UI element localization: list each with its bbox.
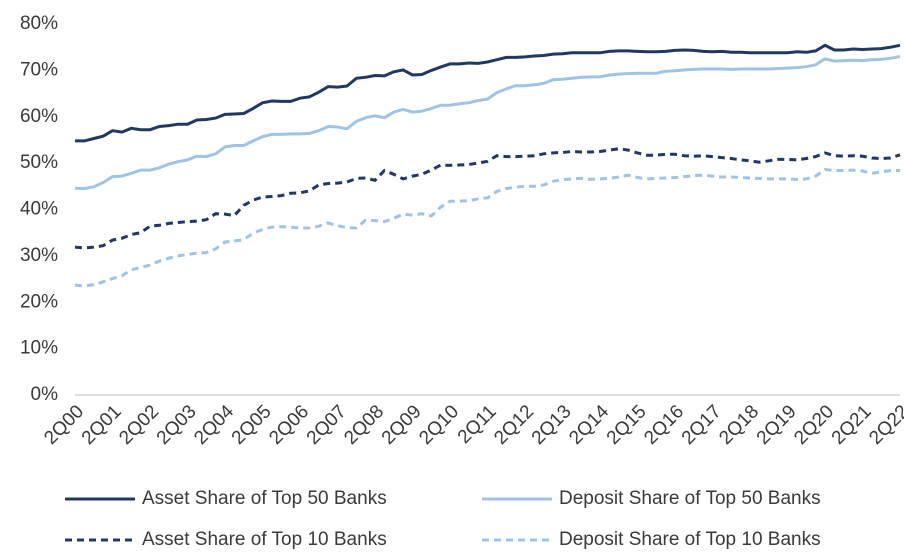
legend-label: Deposit Share of Top 50 Banks [559, 488, 821, 509]
x-tick-label: 2Q06 [265, 401, 313, 449]
x-tick-label: 2Q04 [190, 401, 238, 449]
x-tick-label: 2Q19 [753, 401, 801, 449]
x-tick-label: 2Q20 [790, 401, 838, 449]
y-tick-label: 70% [20, 59, 58, 80]
x-tick-label: 2Q16 [640, 401, 688, 449]
x-tick-label: 2Q13 [528, 401, 576, 449]
x-tick-label: 2Q07 [303, 401, 351, 449]
y-tick-label: 80% [20, 13, 58, 34]
y-tick-label: 50% [20, 152, 58, 173]
data-line [75, 43, 901, 143]
legend-label: Asset Share of Top 10 Banks [142, 529, 387, 550]
y-tick-label: 40% [20, 199, 58, 220]
x-tick-label: 2Q02 [115, 401, 163, 449]
data-line [74, 147, 901, 250]
legend-label: Deposit Share of Top 10 Banks [559, 529, 821, 550]
data-line [74, 168, 900, 288]
x-tick-label: 2Q15 [603, 401, 651, 449]
x-tick-label: 2Q00 [40, 401, 88, 449]
x-tick-label: 2Q01 [78, 401, 126, 449]
y-tick-label: 30% [20, 245, 58, 266]
x-tick-label: 2Q21 [828, 401, 876, 449]
y-tick-label: 10% [20, 338, 58, 359]
x-tick-label: 2Q03 [153, 401, 201, 449]
y-tick-label: 0% [31, 384, 59, 405]
legend-label: Asset Share of Top 50 Banks [142, 488, 387, 509]
x-tick-label: 2Q09 [378, 401, 426, 449]
x-tick-label: 2Q17 [678, 401, 726, 449]
x-tick-label: 2Q14 [565, 401, 613, 449]
y-tick-label: 60% [20, 106, 58, 127]
data-line [74, 55, 901, 191]
x-tick-label: 2Q05 [228, 401, 276, 449]
x-tick-label: 2Q10 [415, 401, 463, 449]
y-tick-label: 20% [20, 291, 58, 312]
x-tick-label: 2Q11 [454, 401, 501, 448]
x-tick-label: 2Q08 [340, 401, 388, 449]
x-tick-label: 2Q12 [490, 401, 538, 449]
x-tick-label: 2Q22 [865, 401, 904, 449]
x-tick-label: 2Q18 [715, 401, 763, 449]
